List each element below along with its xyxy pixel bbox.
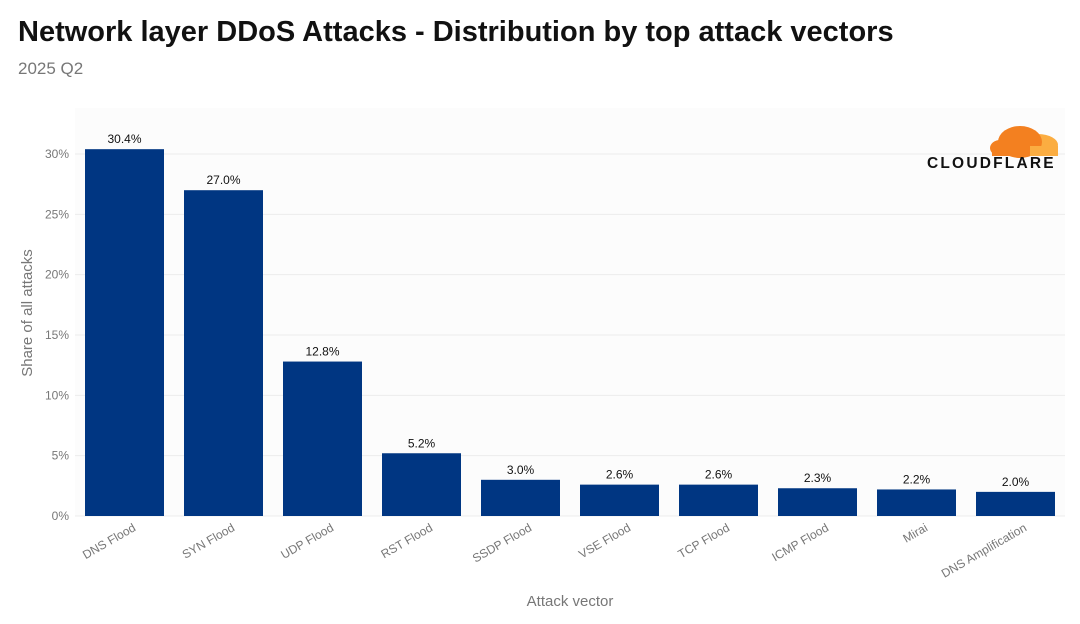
data-label: 2.0% <box>1002 475 1030 489</box>
y-tick-label: 5% <box>52 449 70 463</box>
x-tick-label: RST Flood <box>379 520 435 561</box>
chart-title: Network layer DDoS Attacks - Distributio… <box>18 16 894 48</box>
bar <box>481 479 560 516</box>
y-tick-label: 15% <box>45 328 69 342</box>
x-axis-label: Attack vector <box>527 593 614 610</box>
y-tick-label: 25% <box>45 207 69 221</box>
bar <box>679 484 758 516</box>
x-tick-label: ICMP Flood <box>769 520 831 564</box>
bar <box>976 491 1055 516</box>
x-tick-label: Mirai <box>900 520 930 545</box>
data-label: 2.3% <box>804 471 832 485</box>
x-tick-label: TCP Flood <box>676 520 732 561</box>
x-tick-label: SSDP Flood <box>470 520 534 565</box>
bar <box>85 149 164 516</box>
data-label: 30.4% <box>107 132 141 146</box>
y-tick-label: 30% <box>45 147 69 161</box>
x-tick-label: DNS Amplification <box>939 520 1029 580</box>
x-tick-label: UDP Flood <box>278 520 336 561</box>
data-label: 27.0% <box>206 173 240 187</box>
y-tick-label: 20% <box>45 268 69 282</box>
data-label: 3.0% <box>507 463 535 477</box>
bar <box>184 190 263 516</box>
bar <box>778 488 857 516</box>
data-label: 2.6% <box>606 468 634 482</box>
bar <box>382 453 461 516</box>
x-tick-label: VSE Flood <box>576 520 633 561</box>
y-axis-label: Share of all attacks <box>19 249 36 377</box>
data-label: 5.2% <box>408 436 436 450</box>
cloudflare-logo-text: CLOUDFLARE <box>927 155 1056 172</box>
y-tick-label: 0% <box>52 509 70 523</box>
x-tick-label: SYN Flood <box>180 520 237 561</box>
bar <box>283 361 362 516</box>
data-label: 12.8% <box>305 345 339 359</box>
bar <box>580 484 659 516</box>
data-label: 2.6% <box>705 468 733 482</box>
data-label: 2.2% <box>903 472 931 486</box>
chart-subtitle: 2025 Q2 <box>18 59 84 78</box>
y-tick-label: 10% <box>45 388 69 402</box>
x-tick-label: DNS Flood <box>80 520 138 561</box>
bar <box>877 489 956 516</box>
